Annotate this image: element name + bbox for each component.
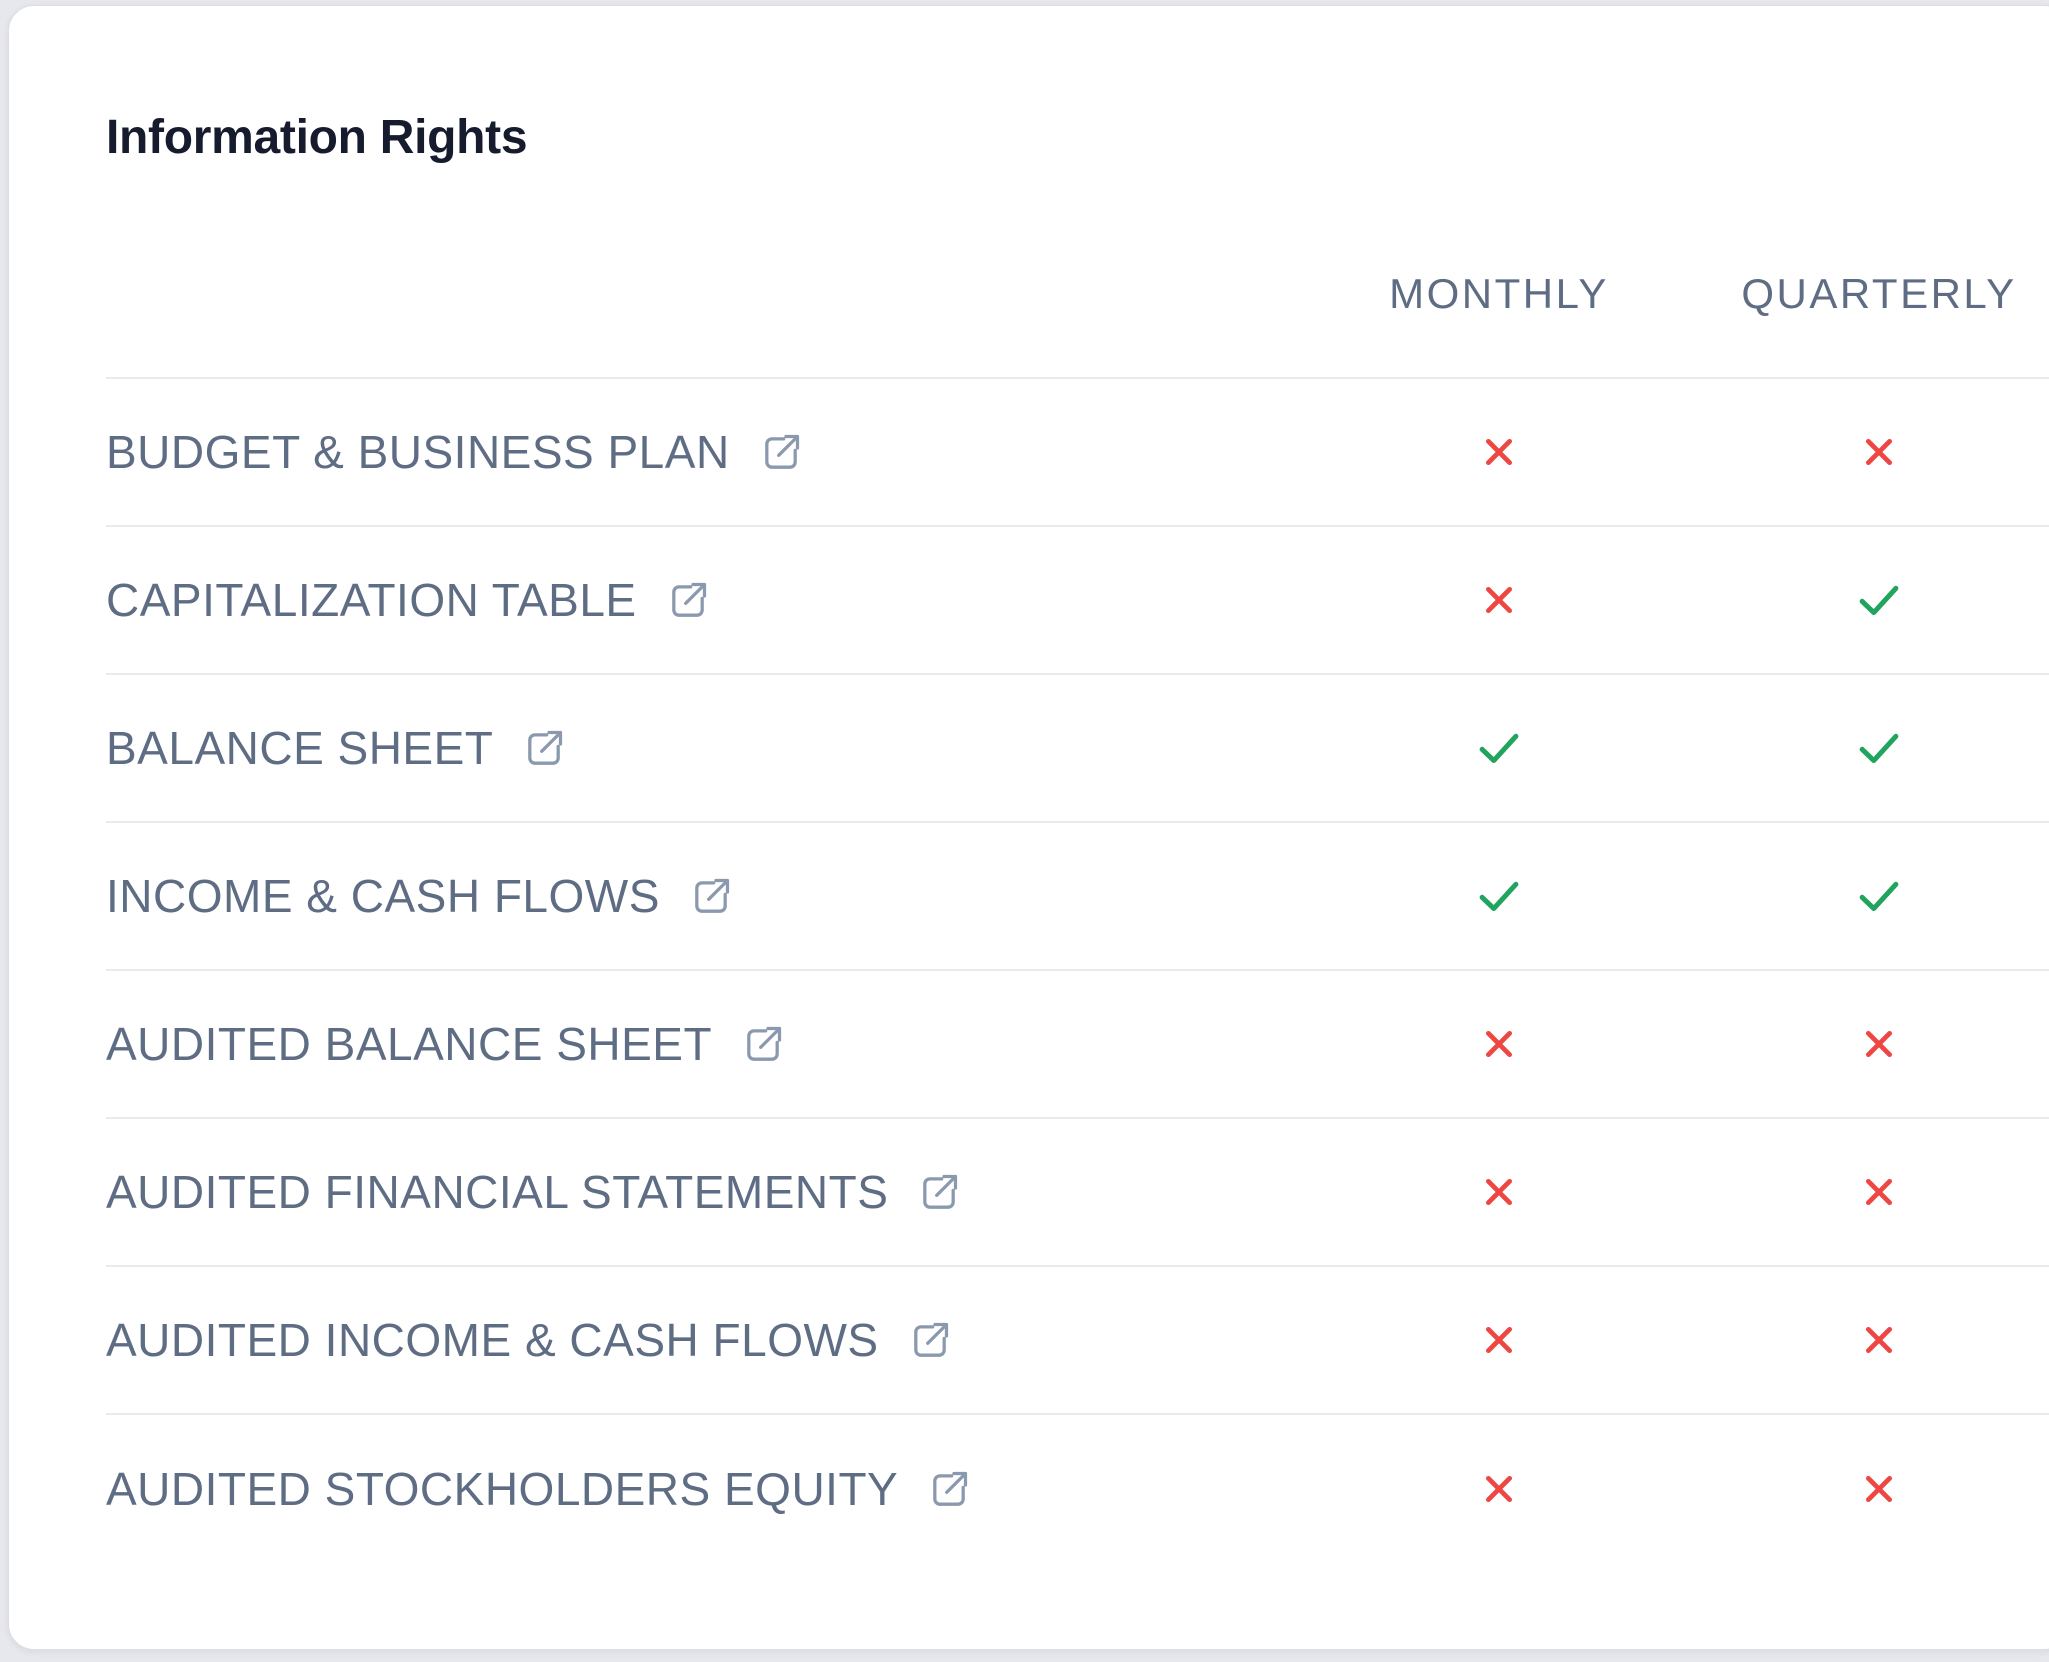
row-label-link[interactable]: CAPITALIZATION TABLE [106, 573, 1309, 627]
monthly-status-cell [1309, 1170, 1689, 1214]
external-link-icon[interactable] [907, 1318, 953, 1364]
x-icon [1485, 1326, 1513, 1354]
quarterly-status-cell [1689, 722, 2049, 774]
table-row: BALANCE SHEET [106, 675, 2049, 823]
row-label-link[interactable]: AUDITED STOCKHOLDERS EQUITY [106, 1462, 1309, 1516]
check-icon [1479, 733, 1519, 764]
x-icon [1485, 1178, 1513, 1206]
monthly-status-cell [1309, 1022, 1689, 1066]
table-row: AUDITED FINANCIAL STATEMENTS [106, 1119, 2049, 1267]
monthly-status-cell [1309, 578, 1689, 622]
check-icon [1479, 881, 1519, 912]
quarterly-status-cell [1689, 1170, 2049, 1214]
monthly-status-cell [1309, 430, 1689, 474]
row-label: CAPITALIZATION TABLE [106, 574, 637, 626]
x-icon [1865, 1475, 1893, 1503]
external-link-icon[interactable] [665, 578, 711, 624]
row-label: BUDGET & BUSINESS PLAN [106, 426, 730, 478]
x-icon [1865, 1178, 1893, 1206]
external-link-icon[interactable] [740, 1022, 786, 1068]
check-icon [1859, 585, 1899, 616]
row-label-link[interactable]: AUDITED INCOME & CASH FLOWS [106, 1313, 1309, 1367]
row-label-link[interactable]: BALANCE SHEET [106, 721, 1309, 775]
row-label: AUDITED INCOME & CASH FLOWS [106, 1314, 879, 1366]
x-icon [1865, 1030, 1893, 1058]
quarterly-status-cell [1689, 870, 2049, 922]
row-label-link[interactable]: BUDGET & BUSINESS PLAN [106, 425, 1309, 479]
column-header-monthly: MONTHLY [1389, 270, 1609, 317]
row-label-link[interactable]: INCOME & CASH FLOWS [106, 869, 1309, 923]
information-rights-card: Information Rights MONTHLY QUARTERLY BUD… [8, 5, 2049, 1650]
row-label-link[interactable]: AUDITED BALANCE SHEET [106, 1017, 1309, 1071]
information-rights-table: BUDGET & BUSINESS PLAN CAPITALIZATION TA… [106, 379, 2049, 1563]
row-label: INCOME & CASH FLOWS [106, 870, 660, 922]
table-row: AUDITED BALANCE SHEET [106, 971, 2049, 1119]
external-link-icon[interactable] [521, 726, 567, 772]
x-icon [1485, 1475, 1513, 1503]
table-row: BUDGET & BUSINESS PLAN [106, 379, 2049, 527]
quarterly-status-cell [1689, 430, 2049, 474]
row-label: AUDITED STOCKHOLDERS EQUITY [106, 1463, 899, 1515]
external-link-icon[interactable] [916, 1170, 962, 1216]
x-icon [1485, 586, 1513, 614]
table-row: CAPITALIZATION TABLE [106, 527, 2049, 675]
external-link-icon[interactable] [688, 874, 734, 920]
monthly-status-cell [1309, 870, 1689, 922]
check-icon [1859, 733, 1899, 764]
table-row: AUDITED INCOME & CASH FLOWS [106, 1267, 2049, 1415]
external-link-icon[interactable] [758, 430, 804, 476]
table-header-row: MONTHLY QUARTERLY [106, 171, 2049, 379]
x-icon [1485, 438, 1513, 466]
monthly-status-cell [1309, 1467, 1689, 1511]
table-row: INCOME & CASH FLOWS [106, 823, 2049, 971]
row-label-link[interactable]: AUDITED FINANCIAL STATEMENTS [106, 1165, 1309, 1219]
row-label: AUDITED FINANCIAL STATEMENTS [106, 1166, 889, 1218]
quarterly-status-cell [1689, 1022, 2049, 1066]
column-header-quarterly: QUARTERLY [1741, 270, 2017, 317]
page-title: Information Rights [106, 111, 528, 164]
quarterly-status-cell [1689, 1467, 2049, 1511]
monthly-status-cell [1309, 1318, 1689, 1362]
quarterly-status-cell [1689, 574, 2049, 626]
check-icon [1859, 881, 1899, 912]
monthly-status-cell [1309, 722, 1689, 774]
x-icon [1865, 438, 1893, 466]
table-row: AUDITED STOCKHOLDERS EQUITY [106, 1415, 2049, 1563]
x-icon [1485, 1030, 1513, 1058]
row-label: AUDITED BALANCE SHEET [106, 1018, 713, 1070]
row-label: BALANCE SHEET [106, 722, 494, 774]
quarterly-status-cell [1689, 1318, 2049, 1362]
external-link-icon[interactable] [926, 1467, 972, 1513]
x-icon [1865, 1326, 1893, 1354]
